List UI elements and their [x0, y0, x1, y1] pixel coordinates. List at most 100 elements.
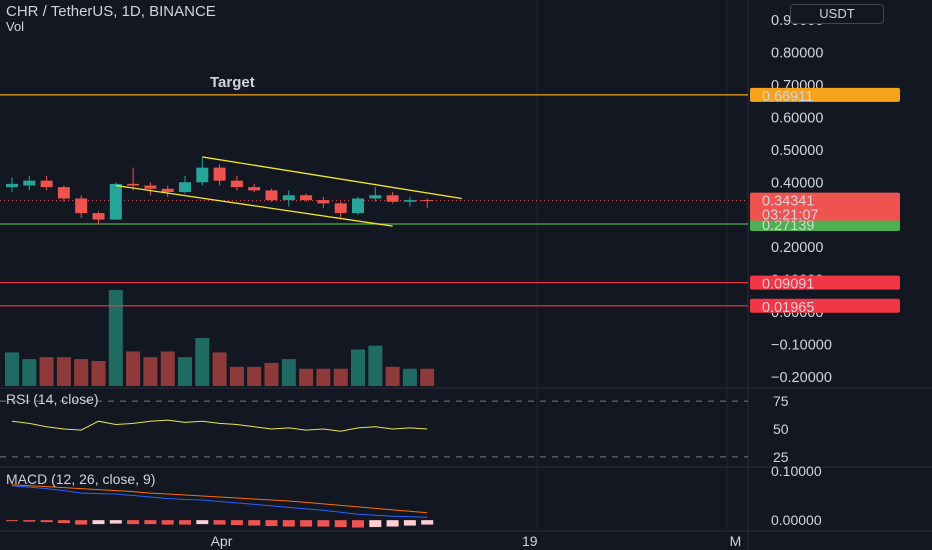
price-tick-label: −0.10000 — [771, 338, 832, 354]
volume-bar — [247, 366, 262, 386]
candle-body — [352, 198, 364, 214]
level-badge-red-level-2-bg — [750, 298, 900, 313]
candle-body — [369, 195, 382, 199]
candle-body — [248, 187, 261, 191]
volume-bar — [22, 359, 37, 386]
price-tick-label: 0.40000 — [771, 175, 823, 191]
volume-bar — [229, 366, 244, 386]
macd-histogram-bar — [57, 520, 70, 524]
volume-bar — [212, 352, 227, 386]
macd-histogram-bar — [300, 520, 313, 527]
candle-body — [75, 198, 88, 214]
level-badge-target-bg — [750, 87, 900, 102]
candle-body — [300, 195, 313, 201]
macd-histogram-bar — [230, 520, 243, 526]
macd-histogram-bar — [92, 520, 105, 525]
rsi-legend: RSI (14, close) — [6, 391, 99, 407]
volume-bar — [91, 361, 106, 386]
macd-histogram-bar — [213, 520, 226, 525]
volume-bar — [281, 359, 296, 386]
rsi-tick-label: 25 — [773, 449, 789, 465]
currency-button[interactable]: USDT — [790, 4, 884, 24]
volume-bar — [368, 345, 383, 386]
macd-histogram-bar — [109, 520, 122, 524]
macd-histogram-bar — [6, 520, 18, 522]
volume-bar — [333, 368, 348, 386]
rsi-line — [11, 419, 428, 432]
macd-histogram-bar — [317, 520, 330, 527]
volume-bar — [351, 349, 365, 386]
macd-line — [11, 485, 428, 518]
time-tick-label: M — [730, 533, 742, 549]
target-annotation: Target — [210, 74, 255, 91]
macd-histogram-bar — [179, 520, 191, 525]
price-tick-label: −0.20000 — [771, 370, 832, 386]
candle-body — [109, 183, 122, 220]
candle-body — [421, 200, 434, 202]
candle-body — [196, 167, 209, 183]
candle-body — [23, 180, 36, 186]
candle-body — [282, 195, 295, 201]
candle-body — [403, 200, 416, 202]
candle-body — [334, 203, 347, 214]
price-tick-label: 0.60000 — [771, 110, 823, 126]
volume-bar — [74, 359, 89, 386]
macd-legend: MACD (12, 26, close, 9) — [6, 471, 156, 487]
last-price-badge-label: 0.34341 — [762, 194, 814, 210]
last-price-badge-countdown: 03:21:07 — [762, 208, 818, 224]
volume-bar — [299, 368, 314, 386]
rsi-tick-label: 50 — [773, 421, 789, 437]
last-price-badge-bg — [750, 192, 900, 221]
candle-body — [6, 183, 18, 188]
price-tick-label: 0.80000 — [771, 45, 823, 61]
macd-histogram-bar — [386, 520, 399, 527]
macd-histogram-bar — [127, 520, 140, 525]
volume-bar — [56, 357, 71, 386]
time-tick-label: 19 — [522, 533, 538, 549]
candle-body — [265, 190, 278, 201]
volume-bar — [108, 290, 123, 386]
volume-bar — [420, 368, 435, 386]
volume-bar — [402, 368, 417, 386]
volume-bar — [195, 338, 210, 386]
macd-histogram-bar — [265, 520, 278, 527]
volume-bar — [178, 357, 192, 386]
macd-histogram-bar — [75, 520, 88, 525]
level-badge-red-level-2-label: 0.01965 — [762, 300, 814, 316]
channel-upper-line — [202, 156, 462, 200]
volume-bar — [264, 362, 279, 386]
price-tick-label: 0.20000 — [771, 240, 823, 256]
candle-body — [92, 213, 105, 220]
macd-histogram-bar — [334, 520, 347, 528]
macd-histogram-bar — [196, 520, 209, 525]
candle-body — [179, 182, 191, 193]
volume-bar — [39, 357, 54, 386]
macd-histogram-bar — [421, 520, 434, 525]
volume-bar — [385, 366, 400, 386]
macd-histogram-bar — [352, 520, 364, 528]
candle-body — [386, 195, 399, 202]
volume-bar — [143, 357, 158, 386]
candle-body — [144, 185, 157, 189]
candle-body — [161, 188, 174, 193]
macd-histogram-bar — [23, 520, 36, 522]
channel-lower-line — [115, 184, 393, 227]
price-tick-label: 0.50000 — [771, 143, 823, 159]
macd-tick-label: 0.00000 — [771, 512, 822, 528]
volume-legend: Vol — [6, 19, 25, 34]
candle-body — [317, 200, 330, 204]
macd-histogram-bar — [161, 520, 174, 525]
macd-tick-label: 0.10000 — [771, 463, 822, 479]
candle-body — [127, 183, 140, 186]
volume-bar — [126, 351, 141, 386]
volume-bar — [5, 352, 19, 386]
candle-body — [57, 187, 70, 199]
macd-histogram-bar — [282, 520, 295, 527]
volume-bar — [160, 351, 175, 386]
macd-signal-line — [11, 484, 428, 514]
rsi-tick-label: 75 — [773, 393, 789, 409]
level-badge-target-label: 0.66911 — [762, 89, 813, 105]
level-badge-red-level-1-bg — [750, 275, 900, 290]
